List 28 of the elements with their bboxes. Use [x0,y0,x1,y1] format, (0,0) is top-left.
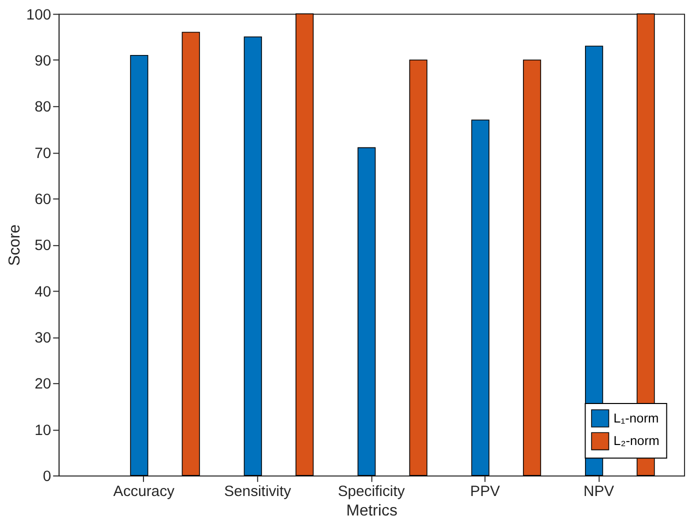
y-tick-label: 40 [34,284,52,300]
x-tick-label: NPV [583,484,614,500]
bar [409,60,428,476]
y-tick-label: 80 [34,100,52,116]
y-tick-label: 90 [34,53,52,70]
x-tick-label: Accuracy [113,484,176,500]
bar [296,13,314,476]
bar [471,120,490,476]
bar [130,54,148,476]
bar [522,60,542,476]
bar [244,36,262,476]
y-tick-label: 100 [26,7,52,24]
legend-label: L₁-norm [614,410,659,426]
y-tick-label: 70 [34,146,52,162]
x-axis-title: Metrics [346,502,398,520]
y-tick-label: 50 [34,238,52,254]
y-tick-label: 10 [34,422,52,439]
bar [182,32,200,476]
y-tick-label: 20 [34,376,52,393]
y-tick-label: 0 [42,468,52,485]
bar [358,147,376,476]
y-tick-label: 30 [34,330,52,346]
x-tick-label: Specificity [338,484,406,500]
x-tick-label: Sensitivity [224,484,292,500]
x-tick-label: PPV [470,484,500,500]
y-axis-title: Score [6,224,24,266]
y-tick-label: 60 [34,192,52,208]
legend-label: L₂-norm [614,433,660,448]
